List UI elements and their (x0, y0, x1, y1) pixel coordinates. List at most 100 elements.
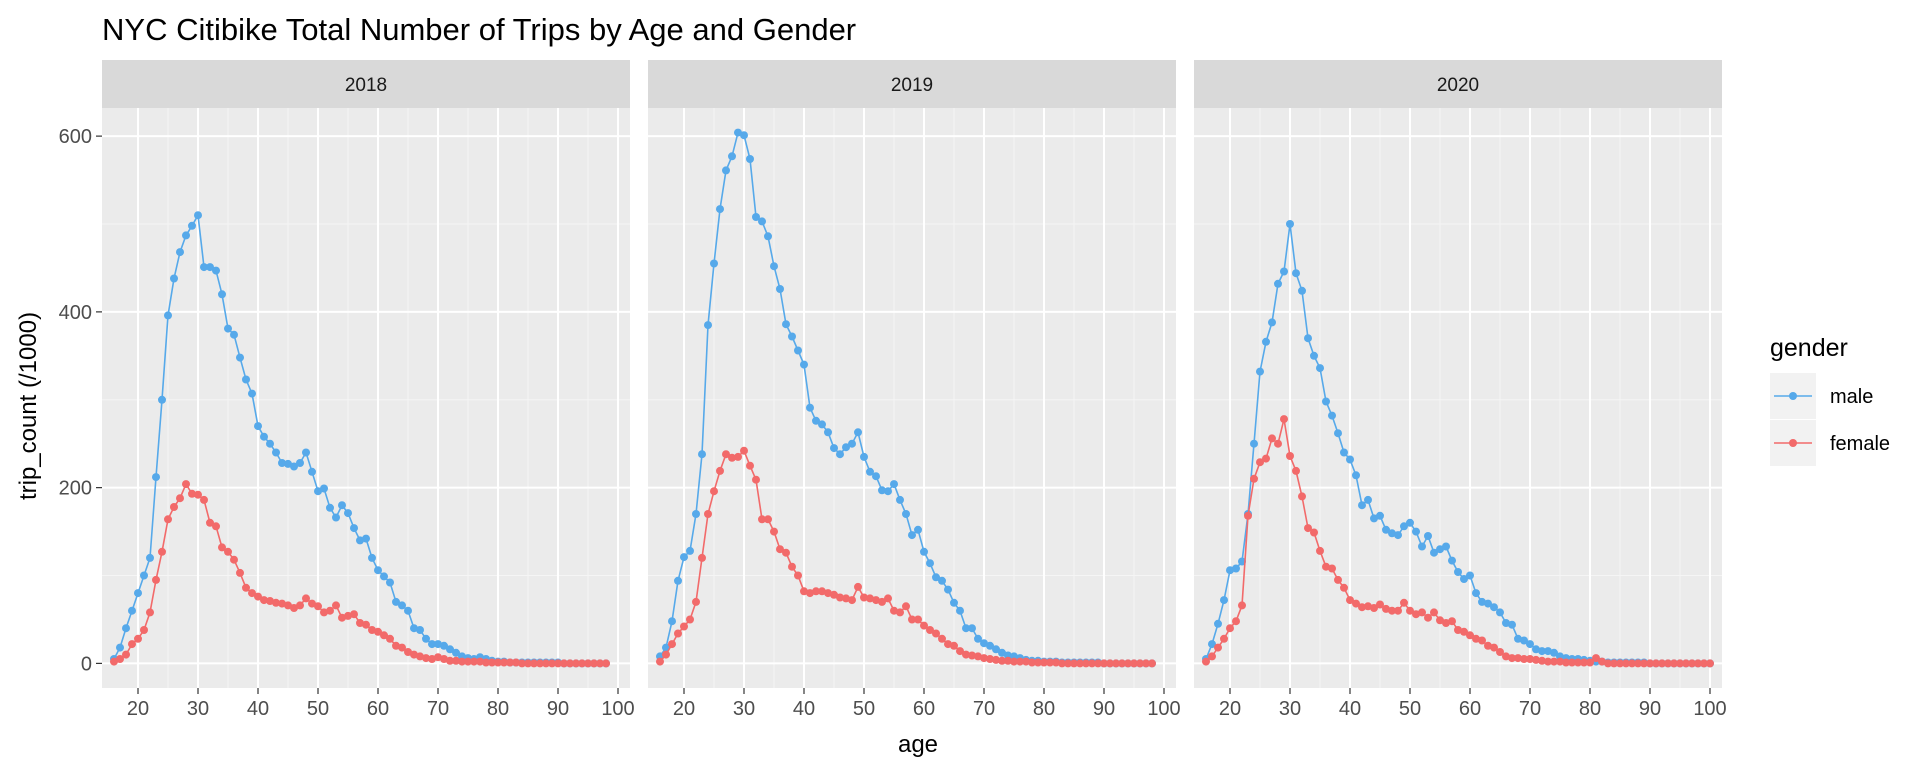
data-point-male (1274, 279, 1282, 288)
data-point-male (422, 634, 430, 643)
data-point-male (1466, 571, 1474, 580)
data-point-male (362, 534, 370, 543)
data-point-female (758, 515, 766, 524)
data-point-male (668, 617, 676, 626)
data-point-female (668, 640, 676, 649)
data-point-male (386, 578, 394, 587)
data-point-female (1124, 659, 1132, 668)
data-point-female (896, 608, 904, 617)
data-point-male (284, 459, 292, 468)
data-point-male (1424, 532, 1432, 540)
data-point-male (908, 531, 916, 540)
data-point-female (530, 659, 538, 668)
data-point-female (1112, 659, 1120, 668)
data-point-male (266, 439, 274, 448)
data-point-female (116, 655, 124, 663)
data-point-female (308, 599, 316, 608)
data-point-female (1544, 657, 1552, 666)
data-point-female (1418, 608, 1426, 617)
legend: gender male female (1770, 334, 1890, 466)
x-axis-title: age (898, 731, 938, 758)
data-point-female (1256, 458, 1264, 467)
data-point-male (350, 524, 358, 533)
data-point-female (1082, 659, 1090, 668)
data-point-female (170, 503, 178, 511)
data-point-female (1676, 659, 1684, 668)
data-point-female (836, 593, 844, 602)
data-point-female (1262, 454, 1270, 463)
data-point-male (914, 525, 922, 534)
data-point-female (944, 640, 952, 649)
data-point-female (1040, 658, 1048, 667)
data-point-female (230, 555, 238, 564)
data-point-female (806, 589, 814, 598)
data-point-female (434, 653, 442, 662)
data-point-female (392, 641, 400, 650)
legend-label: female (1830, 433, 1890, 455)
data-point-female (1628, 659, 1636, 668)
y-tick-label: 600 (59, 126, 92, 148)
x-tick-label: 70 (427, 698, 449, 720)
data-point-female (710, 487, 718, 496)
data-point-female (1322, 562, 1330, 571)
data-point-male (794, 346, 802, 355)
legend-entry-male: male (1770, 373, 1873, 419)
data-point-female (1496, 648, 1504, 656)
data-point-male (890, 480, 898, 489)
data-point-female (1448, 617, 1456, 626)
data-point-male (1442, 542, 1450, 551)
facet-strip (102, 60, 630, 108)
data-point-female (968, 651, 976, 660)
data-point-male (452, 648, 460, 657)
data-point-male (920, 547, 928, 556)
data-point-male (872, 472, 880, 481)
data-point-female (1466, 631, 1474, 640)
data-point-female (494, 658, 502, 667)
panel-background (102, 108, 630, 688)
data-point-male (278, 459, 286, 467)
data-point-female (722, 450, 730, 459)
data-point-female (1202, 657, 1210, 666)
data-point-male (224, 324, 232, 333)
data-point-female (812, 587, 820, 596)
data-point-female (278, 599, 286, 608)
y-tick-label: 200 (59, 478, 92, 500)
data-point-male (722, 166, 730, 175)
legend-label: male (1830, 386, 1873, 408)
data-point-male (434, 640, 442, 649)
data-point-female (1490, 643, 1498, 652)
data-point-female (1052, 658, 1060, 667)
data-point-male (1454, 568, 1462, 576)
facet-strip-label: 2019 (891, 75, 933, 96)
data-point-female (1568, 658, 1576, 667)
data-point-male (1268, 318, 1276, 327)
legend-key-point (1789, 392, 1797, 400)
data-point-male (956, 606, 964, 615)
data-point-female (1562, 658, 1570, 667)
data-point-male (338, 501, 346, 510)
data-point-female (1268, 434, 1276, 443)
data-point-male (1388, 529, 1396, 538)
data-point-male (116, 643, 124, 652)
data-point-female (1250, 474, 1258, 483)
data-point-female (1682, 659, 1690, 668)
data-point-female (1070, 659, 1078, 668)
data-point-female (212, 522, 220, 531)
series-female (1202, 415, 1714, 668)
data-point-male (428, 640, 436, 649)
data-point-female (1574, 658, 1582, 667)
data-point-female (1346, 596, 1354, 605)
data-point-female (398, 643, 406, 652)
data-point-male (866, 467, 874, 476)
data-point-female (302, 594, 310, 603)
data-point-female (1646, 659, 1654, 668)
data-point-female (1130, 659, 1138, 668)
data-point-male (1394, 531, 1402, 540)
data-point-male (212, 266, 220, 275)
data-point-male (254, 422, 262, 431)
data-point-female (818, 587, 826, 596)
data-point-male (830, 444, 838, 453)
data-point-female (428, 655, 436, 663)
data-point-female (122, 650, 130, 659)
data-point-male (170, 274, 178, 283)
